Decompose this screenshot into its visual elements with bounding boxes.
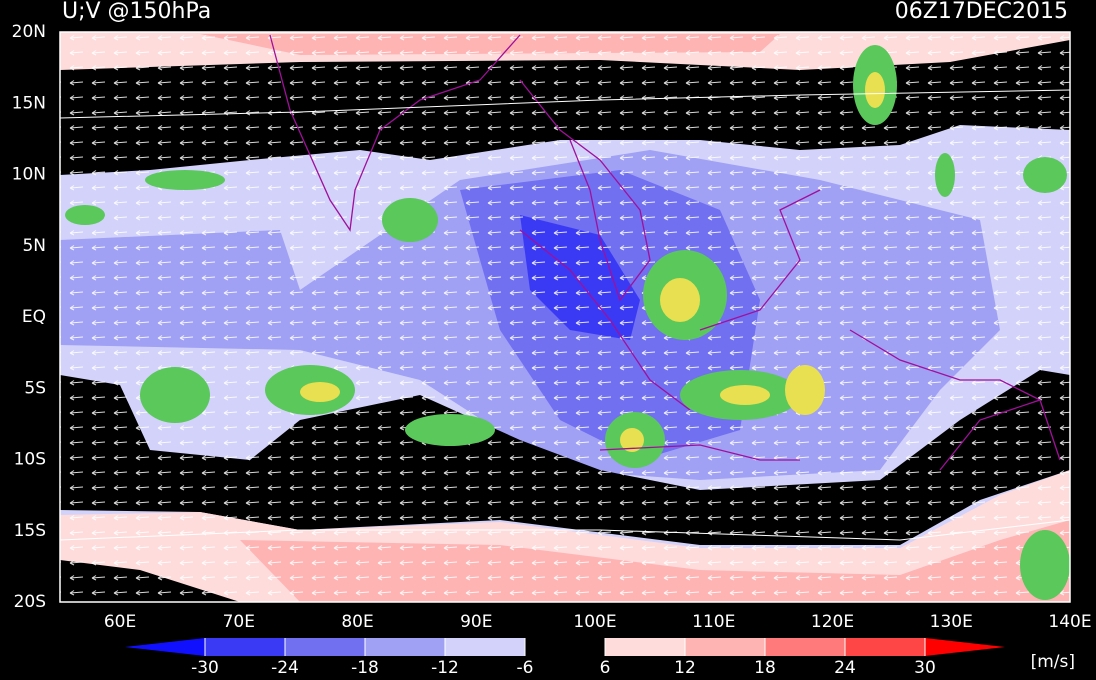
lat-label: 15N (12, 93, 46, 113)
lat-label: 10S (14, 450, 46, 470)
lon-label: 130E (930, 612, 973, 632)
lon-label: 60E (104, 612, 136, 632)
colorbar-bin (365, 638, 445, 656)
lon-label: 110E (692, 612, 735, 632)
cloud-cells (65, 45, 1070, 600)
lon-label: 100E (573, 612, 616, 632)
lon-label: 80E (341, 612, 373, 632)
colorbar-label: 24 (834, 658, 856, 678)
valid-time: 06Z17DEC2015 (895, 0, 1068, 24)
colorbar-label: -24 (271, 658, 299, 678)
lat-label: 5S (24, 378, 46, 398)
colorbar-label: 30 (914, 658, 936, 678)
colorbar-label: -6 (517, 658, 534, 678)
colorbar-bin (205, 638, 285, 656)
colorbar-bin (605, 638, 685, 656)
lat-label: EQ (22, 307, 46, 327)
colorbar-end (125, 638, 205, 656)
colorbar-label: 18 (754, 658, 776, 678)
lon-label: 140E (1048, 612, 1091, 632)
colorbar-label: -12 (431, 658, 459, 678)
coastlines (269, 34, 1061, 471)
colorbar-bin (765, 638, 845, 656)
colorbar-label: -18 (351, 658, 379, 678)
colorbar-bin (525, 638, 605, 656)
colorbar-bin (445, 638, 525, 656)
colorbar-units: [m/s] (1031, 652, 1075, 672)
lon-label: 90E (460, 612, 492, 632)
map-title: U;V @150hPa (62, 0, 211, 24)
colorbar-bin (685, 638, 765, 656)
lat-label: 20S (14, 592, 46, 612)
colorbar-label: -30 (191, 658, 219, 678)
lon-label: 70E (223, 612, 255, 632)
lon-label: 120E (811, 612, 854, 632)
colorbar-end (925, 638, 1005, 656)
map-field (60, 32, 1070, 602)
lat-label: 10N (12, 165, 46, 185)
colorbar-bin (845, 638, 925, 656)
colorbar-bin (285, 638, 365, 656)
colorbar-label: 12 (674, 658, 696, 678)
lat-label: 5N (22, 236, 46, 256)
colorbar-label: 6 (600, 658, 611, 678)
lat-label: 15S (14, 521, 46, 541)
map-frame (59, 31, 1071, 603)
lat-label: 20N (12, 22, 46, 42)
